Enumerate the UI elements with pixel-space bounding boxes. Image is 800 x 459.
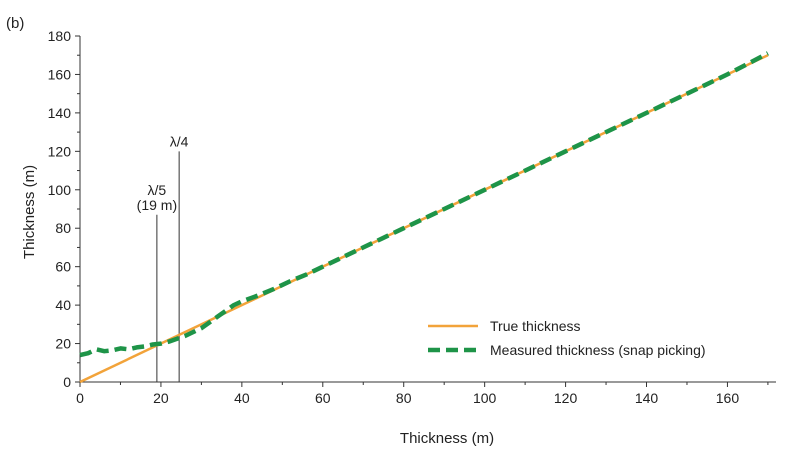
y-tick-label-80: 80: [55, 220, 71, 236]
x-tick-label-20: 20: [153, 390, 169, 406]
axes-frame: [79, 36, 776, 383]
y-tick-label-0: 0: [63, 374, 71, 390]
annotation-label-1-1: λ/5: [148, 182, 167, 198]
y-tick-label-40: 40: [55, 297, 71, 313]
y-tick-label-20: 20: [55, 336, 71, 352]
y-tick-label-120: 120: [48, 143, 72, 159]
y-axis-title: Thickness (m): [21, 165, 38, 259]
x-axis-title: Thickness (m): [400, 430, 494, 447]
y-axis-ticks: 0 20 40 60 80 100 120 140 160 180: [48, 28, 80, 390]
y-tick-label-140: 140: [48, 105, 72, 121]
x-axis-ticks: 0 20 40 60 80 100 120 140 160: [76, 382, 769, 406]
x-tick-label-60: 60: [315, 390, 331, 406]
x-tick-label-0: 0: [76, 390, 84, 406]
series-line-2: [79, 51, 769, 358]
series-line-1: [79, 54, 769, 384]
x-tick-label-140: 140: [635, 390, 659, 406]
y-tick-label-180: 180: [48, 28, 72, 44]
x-tick-label-80: 80: [396, 390, 412, 406]
x-tick-label-40: 40: [234, 390, 250, 406]
y-tick-label-160: 160: [48, 66, 72, 82]
y-tick-label-100: 100: [48, 182, 72, 198]
x-tick-label-100: 100: [473, 390, 497, 406]
x-tick-label-160: 160: [716, 390, 740, 406]
panel-label: (b): [6, 15, 24, 32]
annotation-label-2-1: λ/4: [170, 133, 189, 149]
legend-label-1: True thickness: [490, 318, 581, 334]
legend-label-2: Measured thickness (snap picking): [490, 342, 706, 358]
annotations: λ/5(19 m) λ/4: [137, 133, 189, 382]
annotation-label-1-2: (19 m): [137, 197, 177, 213]
series-layer: [79, 51, 769, 384]
x-tick-label-120: 120: [554, 390, 578, 406]
legend: True thickness Measured thickness (snap p…: [428, 318, 706, 358]
y-tick-label-60: 60: [55, 259, 71, 275]
